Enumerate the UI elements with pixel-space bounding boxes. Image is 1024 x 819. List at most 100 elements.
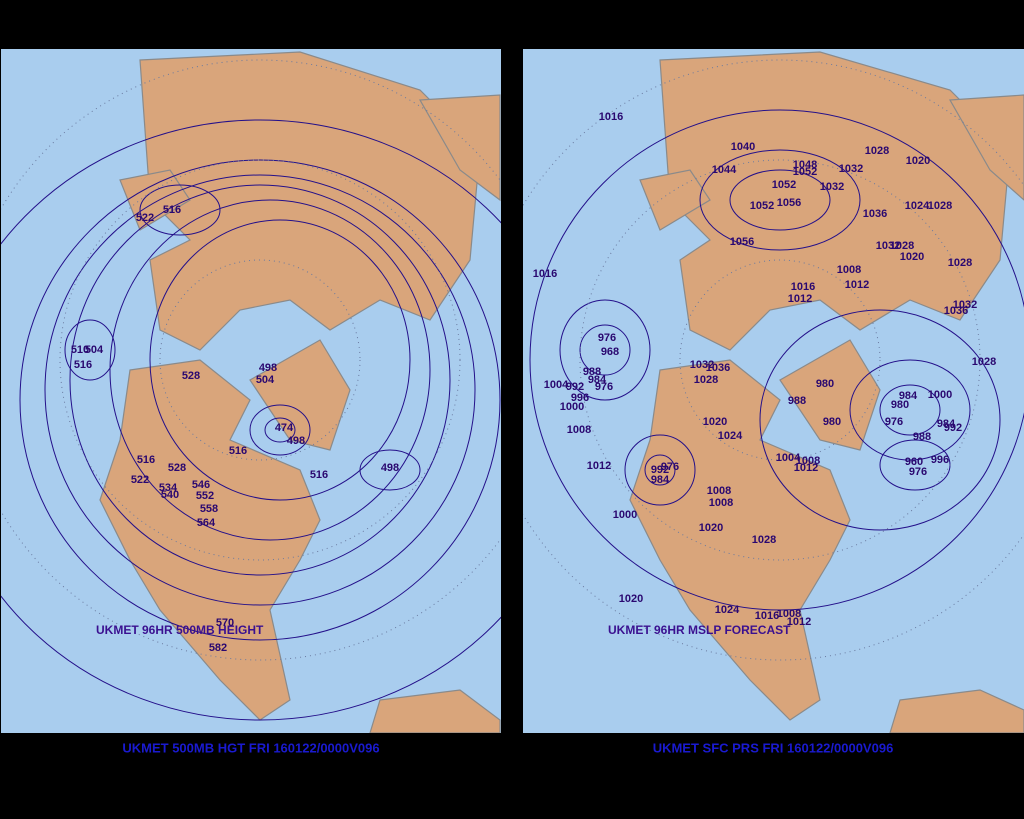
left-map (1, 49, 501, 733)
contour-label: 546 (192, 479, 210, 491)
contour-label: 1008 (707, 485, 731, 497)
contour-label: 552 (196, 490, 214, 502)
contour-label: 504 (85, 344, 104, 356)
contour-label: 976 (909, 466, 927, 478)
contour-label: 1020 (699, 522, 723, 534)
contour-label: 1052 (793, 166, 817, 178)
map-title: UKMET 96HR MSLP FORECAST (608, 623, 791, 637)
contour-label: 516 (310, 469, 328, 481)
contour-label: 1032 (953, 299, 977, 311)
contour-label: 980 (823, 416, 841, 428)
contour-label: 516 (74, 359, 92, 371)
contour-label: 1044 (712, 164, 737, 176)
contour-label: 968 (601, 346, 619, 358)
contour-label: 1004 (776, 452, 801, 464)
contour-label: 1048 (793, 159, 817, 171)
contour-label: 1008 (777, 608, 801, 620)
contours (1, 119, 501, 721)
contour-label: 522 (136, 212, 154, 224)
contour-label: 1056 (777, 197, 801, 209)
contour-label: 498 (259, 362, 277, 374)
contour-label: 1016 (533, 268, 557, 280)
contour-label: 992 (944, 422, 962, 434)
contour-label: 1036 (944, 305, 968, 317)
contour-label: 1052 (772, 179, 796, 191)
contour-label: 1016 (599, 111, 623, 123)
contour-label: 522 (131, 474, 149, 486)
contour-label: 570 (216, 617, 234, 629)
contour-label: 510 (71, 344, 89, 356)
contour-label: 1032 (839, 163, 863, 175)
contour-label: 1000 (613, 509, 637, 521)
contour-label: 1004 (544, 379, 569, 391)
contour-label: 528 (168, 462, 186, 474)
contour-label: 984 (899, 390, 918, 402)
contour-label: 984 (588, 374, 607, 386)
contour-label: 1028 (928, 200, 952, 212)
contour-label: 1036 (863, 208, 887, 220)
contour-label: 516 (137, 454, 155, 466)
contour-label: 1032 (820, 181, 844, 193)
contour-label: 534 (159, 482, 178, 494)
contour-label: 1008 (837, 264, 861, 276)
contour-label: 976 (661, 461, 679, 473)
contour-label: 992 (566, 381, 584, 393)
contour-label: 1012 (788, 293, 812, 305)
contour-label: 1032 (876, 240, 900, 252)
map-title: UKMET 96HR 500MB HEIGHT (96, 623, 264, 637)
contour-label: 992 (651, 464, 669, 476)
contour-label: 988 (583, 366, 601, 378)
contour-label: 1024 (905, 200, 930, 212)
contour-label: 1020 (619, 593, 643, 605)
contour-label: 1000 (560, 401, 584, 413)
contour-label: 540 (161, 489, 179, 501)
contour-label: 474 (275, 422, 294, 434)
contour-label: 582 (209, 642, 227, 654)
contour-label: 1024 (718, 430, 743, 442)
contour-label: 516 (229, 445, 247, 457)
contour-label: 1012 (787, 616, 811, 628)
contour-label: 1008 (567, 424, 591, 436)
contour-label: 996 (931, 454, 949, 466)
contour-label: 504 (256, 374, 275, 386)
contour-label: 1028 (948, 257, 972, 269)
contour-label: 558 (200, 503, 218, 515)
contour-label: 1052 (750, 200, 774, 212)
contour-label: 1016 (755, 610, 779, 622)
contour-label: 988 (913, 431, 931, 443)
contour-label: 1032 (690, 359, 714, 371)
contour-label: 980 (891, 399, 909, 411)
caption: UKMET 500MB HGT FRI 160122/0000V096 (122, 740, 379, 755)
contours (529, 109, 1024, 611)
contour-label: 1000 (928, 389, 952, 401)
contour-label: 1028 (752, 534, 776, 546)
contour-label: 1020 (900, 251, 924, 263)
contour-label: 1028 (865, 145, 889, 157)
contour-label: 564 (197, 517, 216, 529)
contour-label: 516 (163, 204, 181, 216)
contour-label: 1012 (587, 460, 611, 472)
contour-label: 1012 (845, 279, 869, 291)
contour-label: 976 (595, 381, 613, 393)
caption: UKMET SFC PRS FRI 160122/0000V096 (653, 740, 894, 755)
contour-label: 1012 (794, 462, 818, 474)
contour-label: 976 (885, 416, 903, 428)
right-map (523, 49, 1024, 733)
contour-label: 1028 (972, 356, 996, 368)
contour-label: 988 (788, 395, 806, 407)
contour-label: 976 (598, 332, 616, 344)
contour-label: 1028 (890, 240, 914, 252)
contour-label: 1008 (709, 497, 733, 509)
contour-label: 960 (905, 456, 923, 468)
contour-label: 528 (182, 370, 200, 382)
contour-label: 980 (816, 378, 834, 390)
contour-label: 1056 (730, 236, 754, 248)
contour-label: 1020 (906, 155, 930, 167)
contour-label: 1024 (715, 604, 740, 616)
contour-label: 1020 (703, 416, 727, 428)
contour-label: 1036 (706, 362, 730, 374)
contour-label: 984 (937, 418, 956, 430)
contour-label: 984 (651, 474, 670, 486)
contour-label: 1040 (731, 141, 755, 153)
